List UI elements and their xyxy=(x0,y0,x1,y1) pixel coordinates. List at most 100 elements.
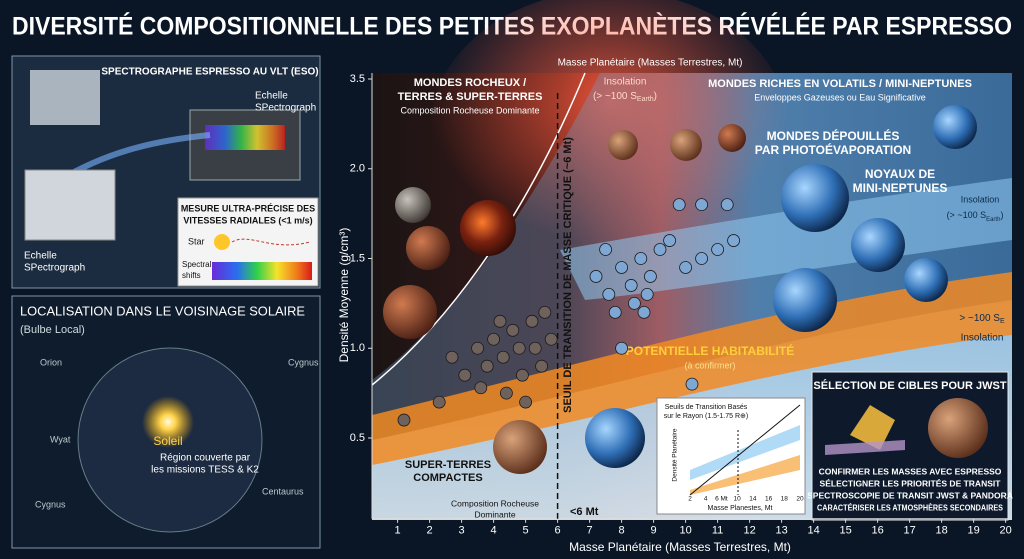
constellation: Cygnus xyxy=(288,357,319,367)
planet-point xyxy=(644,270,657,283)
blue-band xyxy=(560,178,1012,300)
planet-illustration xyxy=(493,420,547,474)
planet-point xyxy=(679,261,692,274)
x-tick-label: 11 xyxy=(712,525,723,537)
inset-tick-label: 20 xyxy=(796,496,804,503)
measure-text: MESURE ULTRA-PRÉCISE DES xyxy=(181,203,315,213)
x-tick-label: 5 xyxy=(523,525,529,537)
zone-title: PAR PHOTOÉVAPORATION xyxy=(755,142,911,157)
inset-tick-label: 10 xyxy=(734,496,742,503)
planet-point xyxy=(640,287,654,301)
planet-point xyxy=(471,341,485,355)
inset-tick-label: 18 xyxy=(781,496,789,503)
planet-point xyxy=(637,305,651,319)
planet-point xyxy=(685,377,699,391)
planet-point xyxy=(628,296,641,310)
text-part: > ~100 S xyxy=(959,313,1000,324)
zone-title: NOYAUX DE xyxy=(865,167,935,181)
x-tick-label: 13 xyxy=(775,525,787,537)
inset: Seuils de Transition Basés sur le Rayon … xyxy=(656,397,806,515)
jwst-title: SÉLECTION DE CIBLES POUR JWST xyxy=(813,379,1006,392)
jwst-step: CONFIRMER LES MASSES AVEC ESPRESSO xyxy=(819,466,1002,476)
y-tick-label: 2.0 xyxy=(350,163,365,175)
threshold-title: SEUIL DE TRANSITION DE MASSE CRITIQUE (~… xyxy=(562,137,574,413)
insolation-label: Insolation xyxy=(961,333,1004,344)
planet-point xyxy=(496,350,510,364)
text-sub: Earth xyxy=(986,217,1000,223)
jwst-step: SPECTROSCOPIE DE TRANSIT JWST & PANDORA xyxy=(807,490,1013,500)
inset-y-label: Densité Planétaire xyxy=(672,428,679,481)
zone-title: SUPER-TERRES xyxy=(405,459,491,471)
inset-tick-label: 14 xyxy=(749,496,757,503)
zone-title: MONDES ROCHEUX / xyxy=(414,77,526,89)
planet-point xyxy=(615,341,628,355)
x-tick-label: 1 xyxy=(395,525,401,537)
planet-illustration xyxy=(718,124,746,152)
inset-tick-label: 4 xyxy=(704,496,708,503)
observatory xyxy=(30,70,100,125)
planet-point xyxy=(458,368,472,382)
inset-band xyxy=(690,425,800,480)
insolation-label: (> ~100 SEarth) xyxy=(947,210,1004,222)
inset-tick-label: 6 Mt xyxy=(715,496,728,503)
sunshield xyxy=(825,440,905,455)
planet-illustration xyxy=(670,129,702,161)
zone-subtitle: Dominante xyxy=(474,509,515,519)
planet-point xyxy=(727,234,740,247)
x-tick-label: 19 xyxy=(967,525,979,537)
planet-point xyxy=(544,332,558,346)
x-tick-label: 6 xyxy=(555,525,561,537)
panel-title: SPECTROGRAPHE ESPRESSO AU VLT (ESO) xyxy=(101,67,318,78)
insolation-label: (> ~100 SEarth) xyxy=(593,91,657,103)
constellation: Wyat xyxy=(50,434,71,444)
y-tick-label: 1.0 xyxy=(350,342,365,354)
x-axis-label: Masse Planétaire (Masses Terrestres, Mt) xyxy=(569,540,791,554)
planet-point xyxy=(663,234,676,247)
zone-labels: MONDES ROCHEUX / TERRES & SUPER-TERRES C… xyxy=(398,77,1005,520)
planet-point xyxy=(535,359,548,373)
x-tick-label: 16 xyxy=(871,525,883,537)
planet-point xyxy=(589,270,603,283)
planet-point xyxy=(608,305,622,319)
zone-subtitle: Composition Rocheuse Dominante xyxy=(400,105,539,115)
planet-point xyxy=(506,323,520,337)
text-sub: E xyxy=(1000,318,1005,325)
inset-tick-label: 16 xyxy=(765,496,773,503)
zone-title: POTENTIELLE HABITABILITÉ xyxy=(626,343,794,358)
x-tick-label: 12 xyxy=(743,525,755,537)
inset-tick-label: 2 xyxy=(688,496,692,503)
text-part: (> ~100 S xyxy=(947,210,987,220)
rocky-boundary xyxy=(371,72,586,386)
region-label: Région couverte par xyxy=(160,453,251,464)
constellation: Orion xyxy=(40,357,62,367)
planet-illustration xyxy=(585,408,645,468)
planet-point xyxy=(615,261,628,274)
planet-point xyxy=(528,341,542,355)
inset-ticks: 2 4 6 Mt 10 14 16 18 20 xyxy=(688,496,804,503)
planet-point xyxy=(720,198,734,212)
text-part: ) xyxy=(654,91,657,102)
x-tick-label: 14 xyxy=(807,525,819,537)
panel-title: LOCALISATION DANS LE VOISINAGE SOLAIRE xyxy=(20,303,305,318)
planet-point xyxy=(499,386,513,400)
rv-curve xyxy=(231,238,311,246)
constellation: Cygnus xyxy=(35,499,66,509)
inset-band xyxy=(690,455,800,495)
planet-illustration xyxy=(781,164,849,232)
zone-title: COMPACTES xyxy=(413,472,482,484)
planet-point xyxy=(487,332,501,346)
planet-point xyxy=(512,341,526,355)
x-tick-label: 17 xyxy=(903,525,915,537)
echelle-grating xyxy=(205,125,285,150)
zone-title: MINI-NEPTUNES xyxy=(853,181,948,195)
telescope xyxy=(850,405,895,450)
target-planet xyxy=(928,398,988,458)
planet-illustration xyxy=(933,105,977,149)
y-tick-label: 0.5 xyxy=(350,432,365,444)
planet-illustration xyxy=(608,130,638,160)
neighborhood-panel: LOCALISATION DANS LE VOISINAGE SOLAIRE (… xyxy=(11,295,321,549)
star-icon xyxy=(214,234,230,250)
planet-point xyxy=(653,243,667,256)
insolation-label: > ~100 SE xyxy=(959,313,1005,325)
